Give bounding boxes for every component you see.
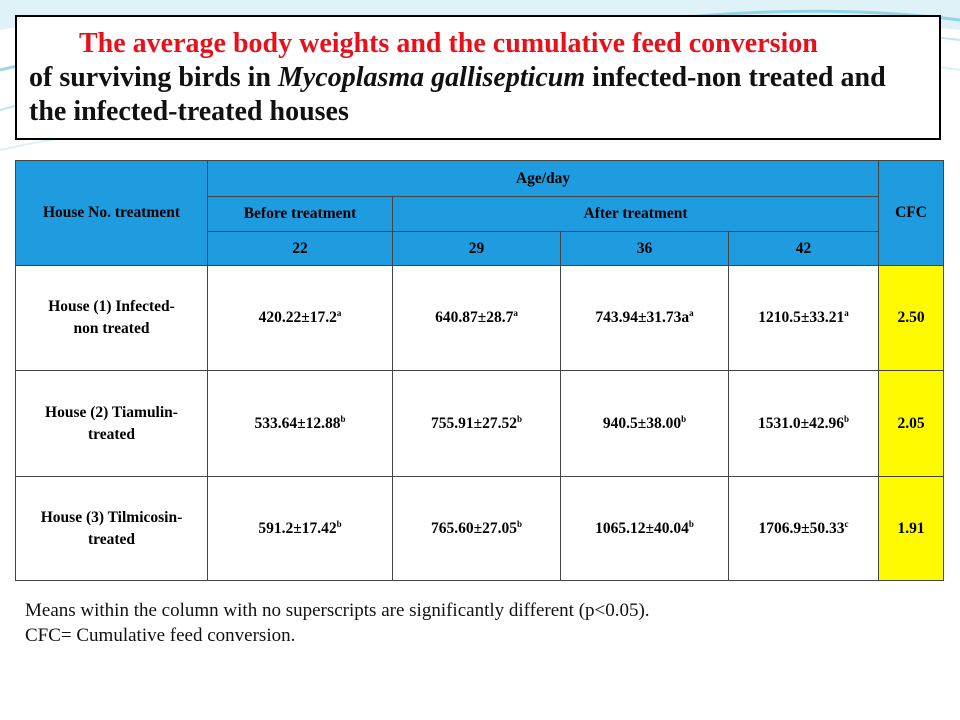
title-part2: infected-non treated and the infected-tr…: [29, 62, 886, 127]
value-cell: 940.5±38.00b: [560, 370, 729, 477]
cfc-value: 2.05: [878, 370, 944, 477]
value-cell: 420.22±17.2a: [207, 265, 393, 371]
title-line-red: The average body weights and the cumulat…: [79, 28, 818, 59]
slide-title-box: The average body weights and the cumulat…: [15, 15, 941, 140]
value-cell: 533.64±12.88b: [207, 370, 393, 477]
header-age: Age/day: [207, 160, 879, 197]
value-cell: 1531.0±42.96b: [728, 370, 879, 477]
value-cell: 755.91±27.52b: [392, 370, 561, 477]
header-cfc: CFC: [878, 160, 944, 266]
table-row: House (2) Tiamulin-treated 533.64±12.88b…: [15, 370, 944, 477]
value-cell: 591.2±17.42b: [207, 476, 393, 581]
row-house-label: House (2) Tiamulin-treated: [15, 370, 208, 477]
value-cell: 1065.12±40.04b: [560, 476, 729, 581]
note-significance: Means within the column with no superscr…: [25, 600, 650, 621]
value-cell: 765.60±27.05b: [392, 476, 561, 581]
header-day: 29: [392, 231, 561, 266]
value-cell: 743.94±31.73aa: [560, 265, 729, 371]
cfc-value: 1.91: [878, 476, 944, 581]
results-table: House No. treatment Age/day CFC Before t…: [15, 160, 944, 581]
table-row: House (3) Tilmicosin-treated 591.2±17.42…: [15, 476, 944, 581]
row-house-label: House (3) Tilmicosin-treated: [15, 476, 208, 581]
header-day: 22: [207, 231, 393, 266]
value-cell: 1210.5±33.21a: [728, 265, 879, 371]
value-cell: 1706.9±50.33c: [728, 476, 879, 581]
header-after-treatment: After treatment: [392, 196, 879, 232]
header-house: House No. treatment: [15, 160, 208, 266]
table-notes: Means within the column with no superscr…: [25, 598, 925, 648]
row-house-label: House (1) Infected-non treated: [15, 265, 208, 371]
note-cfc-definition: CFC= Cumulative feed conversion.: [25, 625, 296, 646]
header-day: 36: [560, 231, 729, 266]
value-cell: 640.87±28.7a: [392, 265, 561, 371]
cfc-value: 2.50: [878, 265, 944, 371]
header-day: 42: [728, 231, 879, 266]
header-before-treatment: Before treatment: [207, 196, 393, 232]
title-part1: of surviving birds in: [29, 62, 278, 93]
title-line-rest: of surviving birds in Mycoplasma gallise…: [29, 61, 927, 129]
table-row: House (1) Infected-non treated 420.22±17…: [15, 265, 944, 371]
title-organism: Mycoplasma gallisepticum: [277, 62, 586, 93]
